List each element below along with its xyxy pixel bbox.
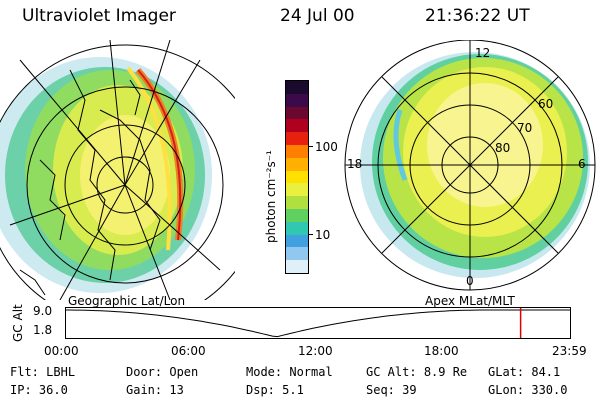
timeline-ylabel: GC Alt (11, 304, 25, 342)
colorbar-segment (286, 247, 308, 261)
lat-label-80: 80 (495, 141, 510, 155)
colorbar-segment (286, 221, 308, 235)
mlt-label-12: 12 (475, 46, 490, 60)
time-label: 21:36:22 UT (425, 6, 530, 26)
left-panel-label: Geographic Lat/Lon (68, 294, 186, 308)
colorbar-segment (286, 132, 308, 145)
timeline-xtick-2359: 23:59 (552, 344, 587, 358)
timeline-xtick-0600: 06:00 (171, 344, 206, 358)
lat-label-70: 70 (517, 121, 532, 135)
colorbar-segment (286, 208, 308, 222)
colorbar-unit-label: photon cm⁻²s⁻¹ (264, 150, 278, 243)
info-flt: Flt: LBHL (10, 365, 76, 379)
date-label: 24 Jul 00 (280, 6, 355, 26)
geographic-image (0, 40, 235, 300)
lat-label-60: 60 (538, 97, 553, 111)
info-mode: Mode: Normal (246, 365, 333, 379)
colorbar-segment (286, 106, 308, 120)
info-door: Door: Open (126, 365, 199, 379)
colorbar-segment (286, 183, 308, 197)
info-dsp: Dsp: 5.1 (246, 383, 304, 397)
info-glon: GLon: 330.0 (488, 383, 568, 397)
colorbar-segment (286, 157, 308, 171)
info-ip: IP: 36.0 (10, 383, 68, 397)
info-gc-alt: GC Alt: 8.9 Re (366, 365, 468, 379)
timeline-xtick-0000: 00:00 (44, 344, 79, 358)
mlt-label-18: 18 (347, 157, 362, 171)
mlt-label-6: 6 (578, 157, 586, 171)
timeline-ytick-bottom: 1.8 (33, 323, 53, 337)
mlt-label-0: 0 (466, 274, 474, 288)
colorbar-segment (286, 196, 308, 209)
colorbar-segment (286, 234, 308, 248)
instrument-title: Ultraviolet Imager (22, 6, 176, 26)
svg-text:GC Alt: GC Alt (11, 304, 25, 342)
apex-image: 12 18 6 0 60 70 80 (344, 40, 596, 291)
colorbar-segment (286, 119, 308, 133)
timeline-xtick-1200: 12:00 (298, 344, 333, 358)
info-gain: Gain: 13 (126, 383, 184, 397)
info-seq: Seq: 39 (366, 383, 417, 397)
colorbar-segment (286, 144, 308, 158)
right-panel-label: Apex MLat/MLT (425, 294, 515, 308)
colorbar-tick-10: 10 (315, 228, 331, 242)
timeline-ytick-top: 9.0 (33, 304, 53, 318)
info-glat: GLat: 84.1 (488, 365, 561, 379)
colorbar-segment (286, 93, 308, 107)
colorbar-segment (286, 170, 308, 184)
timeline-xtick-1800: 18:00 (424, 344, 459, 358)
colorbar-segment (286, 81, 308, 94)
colorbar (285, 80, 309, 274)
orbit-timeline (65, 307, 571, 339)
svg-text:photon cm⁻²s⁻¹: photon cm⁻²s⁻¹ (264, 150, 278, 243)
colorbar-segment (286, 260, 308, 273)
colorbar-tick-100: 100 (315, 140, 338, 154)
